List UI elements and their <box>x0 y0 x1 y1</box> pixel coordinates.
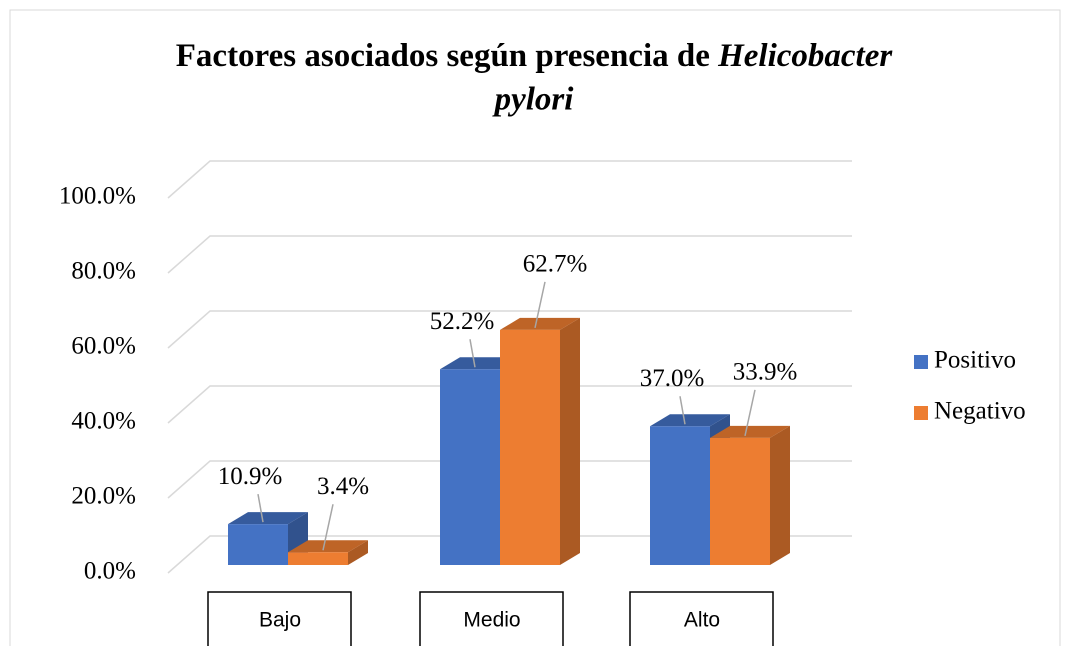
data-label: 10.9% <box>218 463 283 490</box>
y-tick-label: 40.0% <box>71 408 136 435</box>
data-label: 52.2% <box>430 308 495 335</box>
legend-label: Negativo <box>934 398 1026 425</box>
leader-line <box>257 493 264 523</box>
bar-top <box>288 540 368 553</box>
bar-top <box>500 317 580 330</box>
bar-side <box>348 540 368 565</box>
y-tick-label: 20.0% <box>71 483 136 510</box>
y-tick-label: 0.0% <box>84 558 136 585</box>
bar-front <box>500 329 560 565</box>
bar-front <box>710 437 770 565</box>
bar-front <box>440 369 500 565</box>
x-tick-label: Bajo <box>259 609 301 632</box>
leader-line <box>534 281 546 329</box>
data-label: 62.7% <box>523 251 588 278</box>
bar-side <box>560 317 580 565</box>
title-part: Factores asociados según presencia de <box>176 38 718 74</box>
category-box <box>629 591 774 646</box>
data-label: 3.4% <box>317 473 369 500</box>
grid-line <box>167 160 852 199</box>
bar <box>288 540 368 565</box>
leader-line <box>744 389 756 437</box>
x-tick-label: Medio <box>463 609 520 632</box>
bar-front <box>650 426 710 565</box>
y-tick-label: 80.0% <box>71 258 136 285</box>
bar-top <box>710 425 790 438</box>
bar-front <box>288 552 348 565</box>
title-part: pylori <box>492 82 575 118</box>
bar-front <box>228 524 288 565</box>
leader-line <box>469 339 476 368</box>
grid-line <box>167 385 852 424</box>
legend-swatch <box>914 406 928 420</box>
legend-label: Positivo <box>934 347 1016 374</box>
y-tick-label: 60.0% <box>71 333 136 360</box>
data-label: 37.0% <box>640 365 705 392</box>
grid-line <box>167 460 852 499</box>
y-tick-label: 100.0% <box>59 183 136 210</box>
bar-top <box>228 512 308 525</box>
x-tick-label: Alto <box>684 609 720 632</box>
grid-line <box>167 535 852 574</box>
grid-line <box>167 235 852 274</box>
bar <box>500 317 580 565</box>
bar-side <box>770 425 790 565</box>
leader-line <box>322 504 334 551</box>
title-part: Helicobacter <box>717 38 893 74</box>
data-label: 33.9% <box>733 359 798 386</box>
legend-swatch <box>914 355 928 369</box>
leader-line <box>679 396 686 425</box>
category-box <box>207 591 352 646</box>
bar <box>710 425 790 565</box>
grid-line <box>167 310 852 349</box>
bar-top <box>650 414 730 427</box>
chart-title: Factores asociados según presencia de He… <box>176 38 894 74</box>
category-box <box>419 591 564 646</box>
